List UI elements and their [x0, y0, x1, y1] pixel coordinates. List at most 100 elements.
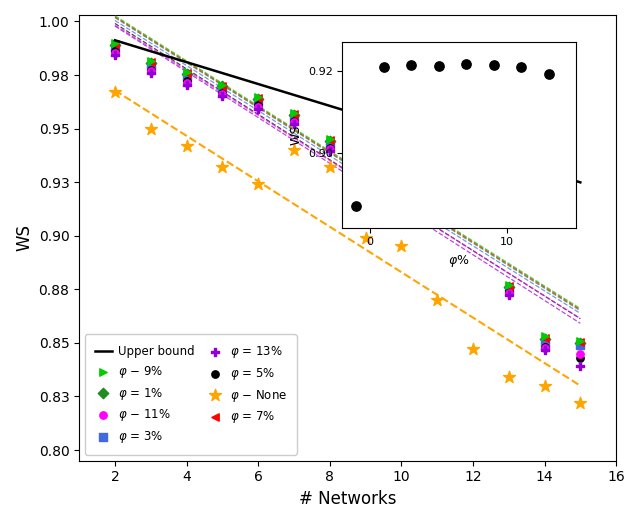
$\varphi$ = 1%	[289, 110, 299, 119]
$\varphi$ = 3%	[110, 44, 120, 52]
$\varphi$ = 13%	[289, 120, 299, 129]
$\varphi$ = 7%	[540, 333, 550, 342]
$\varphi$ = 5%	[181, 77, 191, 86]
$\varphi$ $-$ None	[181, 142, 191, 150]
$\varphi$ = 7%	[504, 282, 514, 290]
$\varphi$ $-$ None	[289, 146, 299, 154]
$\varphi$ = 3%	[432, 181, 442, 189]
$\varphi$ = 7%	[575, 338, 586, 346]
$\varphi$ $-$ 9%	[396, 165, 406, 173]
$\varphi$ = 7%	[253, 93, 263, 101]
$\varphi$ = 3%	[540, 341, 550, 349]
$\varphi$ $-$ None	[110, 88, 120, 96]
$\varphi$ = 1%	[146, 59, 156, 67]
Upper bound	[577, 179, 584, 186]
$\varphi$ = 3%	[217, 85, 227, 93]
Line: Upper bound: Upper bound	[115, 40, 580, 183]
$\varphi$ = 5%	[324, 144, 335, 152]
$\varphi$ $-$ 11%	[181, 78, 191, 87]
$\varphi$ $-$ 11%	[468, 207, 478, 215]
$\varphi$ $-$ None	[253, 180, 263, 188]
$\varphi$ = 13%	[575, 362, 586, 371]
$\varphi$ = 5%	[396, 174, 406, 182]
$\varphi$ = 3%	[468, 202, 478, 211]
$\varphi$ = 1%	[468, 201, 478, 210]
Y-axis label: WS: WS	[289, 124, 302, 145]
$\varphi$ = 5%	[575, 354, 586, 362]
$\varphi$ = 5%	[360, 148, 371, 156]
$\varphi$ = 5%	[110, 47, 120, 55]
$\varphi$ $-$ 9%	[110, 39, 120, 48]
Upper bound	[326, 103, 333, 109]
$\varphi$ = 5%	[540, 343, 550, 351]
$\varphi$ = 13%	[110, 50, 120, 59]
$\varphi$ $-$ 11%	[396, 175, 406, 183]
$\varphi$ = 5%	[289, 117, 299, 125]
$\varphi$ = 3%	[146, 62, 156, 71]
$\varphi$ = 13%	[504, 290, 514, 299]
$\varphi$ = 1%	[217, 82, 227, 90]
$\varphi$ = 7%	[324, 136, 335, 144]
$\varphi$ = 1%	[504, 283, 514, 291]
$\varphi$ = 13%	[181, 81, 191, 89]
$\varphi$ = 7%	[146, 58, 156, 66]
$\varphi$ $-$ 9%	[540, 332, 550, 340]
Upper bound	[254, 81, 262, 87]
$\varphi$ = 7%	[360, 142, 371, 150]
$\varphi$ = 1%	[253, 94, 263, 103]
Point	[516, 62, 526, 71]
$\varphi$ $-$ 11%	[504, 288, 514, 297]
$\varphi$ $-$ 11%	[324, 145, 335, 153]
$\varphi$ = 1%	[432, 179, 442, 187]
$\varphi$ $-$ 11%	[432, 186, 442, 194]
$\varphi$ = 13%	[360, 151, 371, 160]
$\varphi$ $-$ 11%	[110, 48, 120, 56]
$\varphi$ = 13%	[396, 177, 406, 185]
$\varphi$ = 5%	[432, 185, 442, 193]
$\varphi$ $-$ None	[504, 373, 514, 381]
$\varphi$ $-$ 11%	[217, 90, 227, 98]
$\varphi$ $-$ None	[324, 163, 335, 172]
$\varphi$ = 13%	[146, 69, 156, 77]
Point	[406, 60, 416, 69]
$\varphi$ $-$ 11%	[253, 103, 263, 111]
$\varphi$ $-$ 11%	[540, 344, 550, 353]
Point	[378, 63, 388, 72]
$\varphi$ $-$ 9%	[217, 81, 227, 89]
$\varphi$ $-$ None	[396, 242, 406, 251]
$\varphi$ = 7%	[396, 166, 406, 175]
$\varphi$ $-$ None	[575, 399, 586, 407]
$\varphi$ = 7%	[468, 200, 478, 209]
$\varphi$ = 3%	[396, 169, 406, 178]
$\varphi$ $-$ None	[540, 382, 550, 390]
$\varphi$ = 1%	[396, 167, 406, 176]
$\varphi$ = 3%	[324, 140, 335, 148]
$\varphi$ $-$ 9%	[253, 93, 263, 101]
$\varphi$ = 1%	[540, 334, 550, 343]
$\varphi$ $-$ 11%	[360, 149, 371, 157]
$\varphi$ $-$ 9%	[324, 135, 335, 143]
$\varphi$ = 3%	[181, 73, 191, 82]
$\varphi$ = 13%	[217, 92, 227, 100]
$\varphi$ $-$ 9%	[432, 177, 442, 185]
Upper bound	[433, 135, 441, 142]
$\varphi$ $-$ None	[217, 163, 227, 172]
$\varphi$ = 1%	[575, 339, 586, 347]
$\varphi$ $-$ 11%	[146, 66, 156, 75]
$\varphi$ $-$ None	[146, 124, 156, 133]
$\varphi$ = 5%	[253, 101, 263, 110]
$\varphi$ = 5%	[146, 65, 156, 74]
$\varphi$ = 1%	[324, 137, 335, 145]
$\varphi$ $-$ 9%	[575, 336, 586, 345]
Upper bound	[182, 59, 190, 65]
$\varphi$ = 5%	[504, 287, 514, 295]
$\varphi$ $-$ 9%	[289, 108, 299, 117]
$\varphi$ = 3%	[253, 97, 263, 105]
$\varphi$ $-$ None	[360, 234, 371, 242]
X-axis label: $\varphi$%: $\varphi$%	[449, 253, 470, 269]
$\varphi$ = 13%	[540, 346, 550, 355]
$\varphi$ $-$ None	[432, 296, 442, 304]
$\varphi$ $-$ 11%	[575, 349, 586, 358]
$\varphi$ = 1%	[110, 41, 120, 49]
Upper bound	[469, 146, 477, 153]
